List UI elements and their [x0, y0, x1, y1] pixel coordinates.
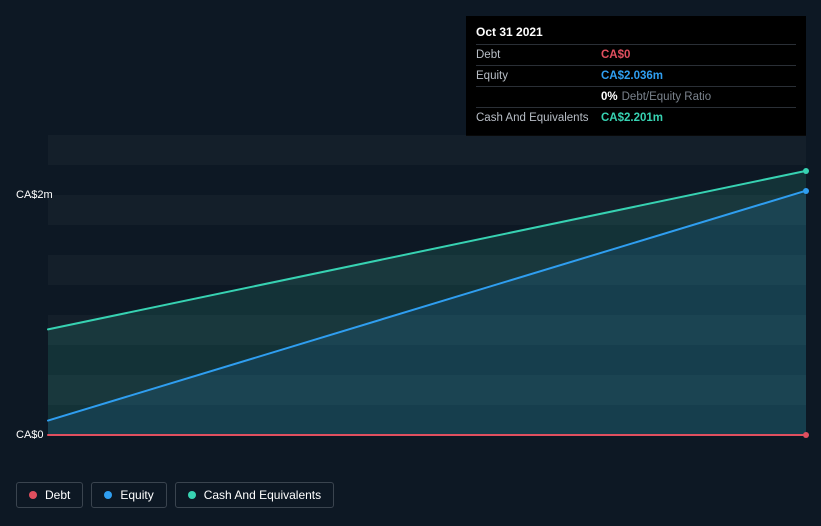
y-axis-label: CA$2m: [16, 189, 46, 201]
series-marker-debt: [803, 432, 809, 438]
legend-label: Cash And Equivalents: [204, 488, 321, 502]
tooltip-value-equity: CA$2.036m: [601, 68, 663, 84]
ratio-suffix: Debt/Equity Ratio: [622, 91, 712, 103]
legend-dot-equity: [104, 491, 112, 499]
tooltip-row-debt: Debt CA$0: [476, 44, 796, 65]
legend-dot-cash: [188, 491, 196, 499]
tooltip-panel: Oct 31 2021 Debt CA$0 Equity CA$2.036m 0…: [466, 16, 806, 136]
legend-label: Equity: [120, 488, 153, 502]
ratio-value: 0%: [601, 91, 618, 103]
legend-item-debt[interactable]: Debt: [16, 482, 83, 508]
y-axis-label: CA$0: [16, 429, 46, 441]
tooltip-row-ratio: 0% Debt/Equity Ratio: [476, 86, 796, 107]
tooltip-label: Equity: [476, 68, 601, 84]
series-marker-equity: [803, 188, 809, 194]
debt-equity-chart: CA$0 CA$2m: [16, 120, 806, 440]
tooltip-label: Debt: [476, 47, 601, 63]
series-marker-cash: [803, 168, 809, 174]
tooltip-label: [476, 89, 601, 105]
tooltip-row-equity: Equity CA$2.036m: [476, 65, 796, 86]
tooltip-value-ratio: 0% Debt/Equity Ratio: [601, 89, 711, 105]
legend-dot-debt: [29, 491, 37, 499]
tooltip-value-debt: CA$0: [601, 47, 630, 63]
tooltip-date: Oct 31 2021: [476, 22, 796, 44]
chart-plot-area: [48, 135, 806, 435]
chart-svg: [48, 135, 806, 435]
legend-item-equity[interactable]: Equity: [91, 482, 166, 508]
chart-legend: Debt Equity Cash And Equivalents: [16, 482, 334, 508]
legend-item-cash[interactable]: Cash And Equivalents: [175, 482, 334, 508]
legend-label: Debt: [45, 488, 70, 502]
